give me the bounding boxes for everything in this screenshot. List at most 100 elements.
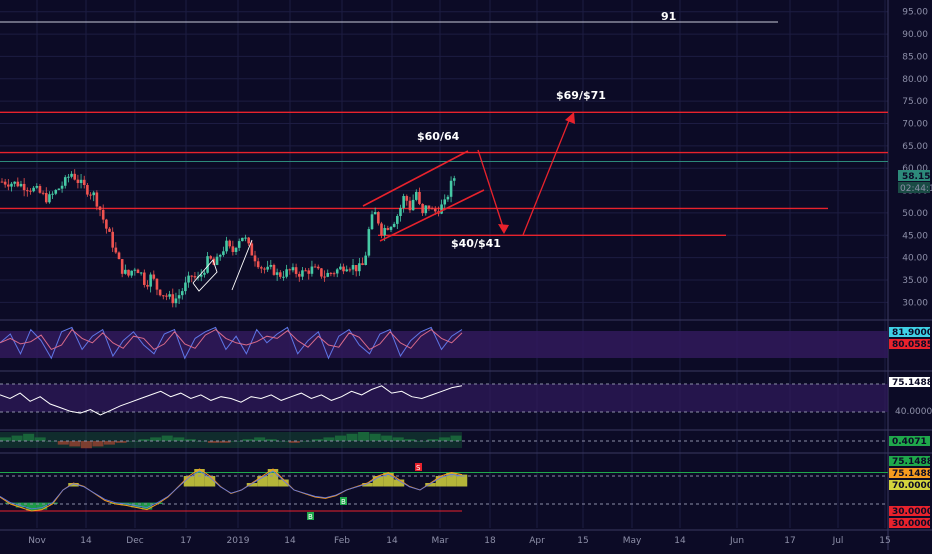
candle-body (89, 194, 92, 196)
candle-body (70, 173, 73, 177)
candle-body (184, 282, 187, 292)
stoch-d-line (0, 328, 463, 351)
candle-body (114, 247, 118, 253)
mfi-marker-bg-1 (340, 497, 347, 505)
candle-body (402, 196, 405, 208)
candle-body (199, 274, 203, 277)
candle-body (149, 274, 152, 287)
candle-body (313, 266, 317, 268)
candle-body (430, 208, 434, 210)
mfi-label-0: 75.1488 (892, 457, 932, 467)
flag-pattern (192, 259, 218, 292)
macd-bar (288, 441, 300, 443)
price-tick-label: 50.00 (902, 209, 928, 219)
mfi-label-1: 75.1488 (892, 469, 932, 479)
mfi-marker-1: B (341, 498, 346, 506)
macd-label-bg (889, 436, 930, 446)
candle-body (215, 256, 219, 265)
mfi-marker-0: S (416, 464, 421, 472)
candle-body (414, 191, 418, 200)
mfi-fill-lower (131, 502, 142, 508)
candle-body (234, 247, 238, 252)
price-tick-label: 35.00 (902, 276, 928, 286)
candle-body (108, 228, 111, 232)
mfi-fill-lower (26, 502, 37, 511)
rsi-label-1: 40.0000 (895, 407, 932, 417)
macd-bar (115, 441, 127, 443)
time-tick-label: Jul (832, 536, 844, 546)
mfi-fill-lower (5, 502, 16, 504)
price-tick-label: 70.00 (902, 119, 928, 129)
candle-body (73, 173, 77, 180)
mfi-marker-bg-2 (307, 512, 314, 520)
rsi-band (0, 384, 888, 412)
mfi-fill-upper (435, 476, 447, 487)
price-tick-label: 80.00 (902, 75, 928, 85)
candle-body (275, 272, 279, 275)
candle-body (95, 192, 99, 207)
candle-body (351, 265, 355, 270)
candle-body (165, 295, 168, 297)
candle-body (253, 255, 257, 262)
candle-body (98, 206, 102, 210)
candle-body (266, 266, 269, 270)
price-tick-label: 30.00 (902, 298, 928, 308)
macd-bar (196, 441, 208, 442)
candle-body (86, 185, 89, 195)
candle-body (408, 200, 412, 211)
mfi-fill-upper (246, 483, 258, 487)
candle-body (291, 267, 295, 271)
candle-body (133, 269, 137, 271)
candle-body (228, 240, 231, 247)
mfi-label-3: 30.0000 (892, 507, 932, 517)
rsi-label-bg (889, 377, 930, 387)
candle-body (60, 185, 64, 189)
candle-body (111, 231, 114, 248)
mfi-fill-upper (456, 474, 468, 487)
candle-body (301, 270, 304, 277)
candle-body (82, 179, 86, 186)
candle-body (10, 183, 13, 187)
macd-bar (323, 437, 335, 441)
flag-arrow (231, 239, 253, 291)
candle-body (389, 226, 393, 230)
candle-body (13, 181, 16, 184)
mfi-fill-upper (194, 469, 205, 487)
candle-body (370, 214, 374, 230)
candle-body (32, 187, 35, 192)
mfi-label-bg-3 (889, 506, 930, 516)
candle-body (288, 269, 292, 271)
mfi-fill-upper (68, 483, 79, 487)
time-tick-label: Dec (126, 536, 143, 546)
macd-bar (150, 437, 162, 441)
mfi-fill-upper (372, 476, 384, 487)
time-tick-label: 17 (784, 536, 795, 546)
candle-body (67, 176, 70, 178)
price-tick-label: 75.00 (902, 97, 928, 107)
stoch-label-1: 80.0585 (892, 340, 932, 350)
candle-body (180, 291, 184, 296)
candle-body (206, 256, 209, 273)
mfi-marker-2: B (308, 513, 313, 521)
countdown-tag-bg (898, 182, 930, 193)
mfi-fill-upper (278, 479, 289, 487)
macd-bar (138, 439, 150, 441)
candle-body (218, 254, 222, 257)
macd-bar (392, 437, 404, 441)
macd-bar (69, 441, 81, 447)
down-arrow-head (498, 224, 509, 234)
candle-body (316, 266, 320, 269)
macd-bar (404, 439, 416, 441)
candle-body (174, 298, 178, 304)
annotation-resistance: $60/64 (417, 130, 460, 143)
rsi-line (0, 385, 463, 416)
price-tick-label: 40.00 (902, 254, 928, 264)
candle-body (361, 263, 364, 265)
macd-bar (11, 435, 23, 441)
candle-body (335, 269, 339, 274)
up-arrow-line (522, 117, 571, 236)
candle-body (294, 267, 298, 274)
price-tick-label: 85.00 (902, 52, 928, 62)
